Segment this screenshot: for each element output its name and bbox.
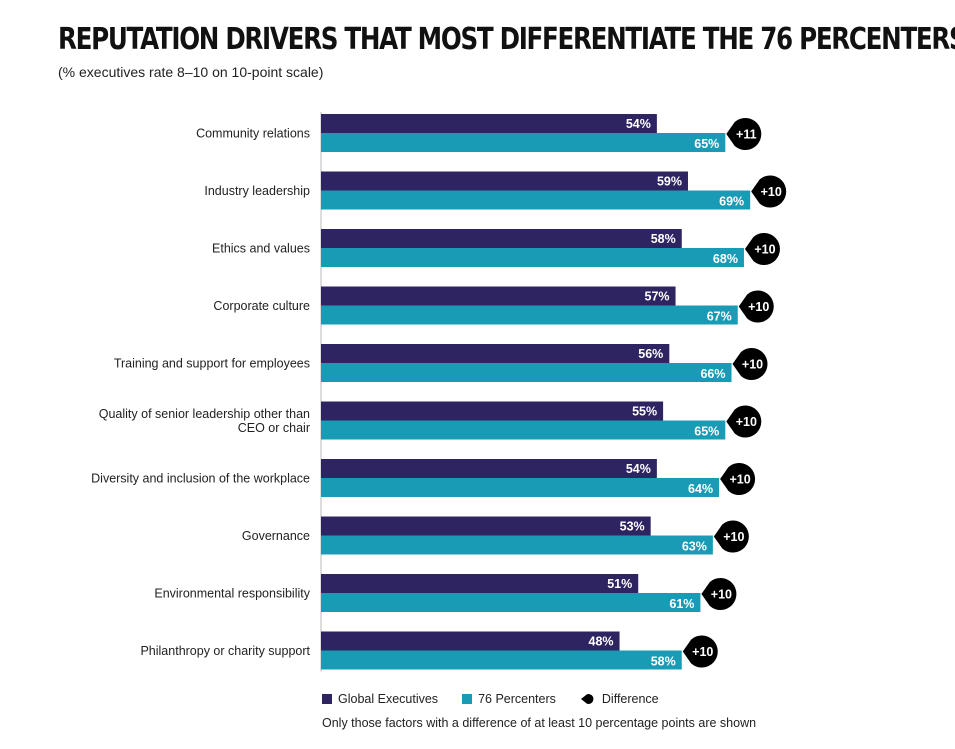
difference-label: +10 <box>711 588 732 602</box>
difference-label: +10 <box>723 530 744 544</box>
category-label: Community relations <box>196 127 310 141</box>
bar-76-percenters <box>321 535 713 555</box>
difference-label: +10 <box>748 300 769 314</box>
chart-footnote: Only those factors with a difference of … <box>322 716 757 730</box>
difference-marker <box>738 290 774 323</box>
legend-label-percenters: 76 Percenters <box>478 692 556 706</box>
difference-marker <box>720 463 756 495</box>
difference-label: +10 <box>692 645 713 659</box>
legend-item-percenters: 76 Percenters <box>462 692 556 706</box>
difference-label: +10 <box>742 358 763 372</box>
bar-76-percenters <box>321 248 744 267</box>
difference-marker <box>732 347 768 380</box>
bar-chart: Community relations 54% 65% +11 Industry lea… <box>91 112 787 672</box>
bar-76-percenters <box>321 478 720 497</box>
difference-marker <box>726 118 762 150</box>
bar-76-percenters <box>321 420 726 440</box>
category-label: Ethics and values <box>212 242 310 256</box>
value-label-global: 48% <box>589 635 614 649</box>
difference-label: +10 <box>761 185 782 199</box>
value-label-global: 54% <box>626 117 651 131</box>
value-label-percenters: 69% <box>719 195 744 209</box>
value-label-percenters: 68% <box>713 252 738 266</box>
legend-swatch-global <box>322 694 332 704</box>
category-label: Philanthropy or charity support <box>140 644 310 658</box>
value-label-percenters: 61% <box>669 597 694 611</box>
category-label: Industry leadership <box>204 184 310 198</box>
value-label-global: 55% <box>632 405 657 419</box>
difference-label: +11 <box>736 128 757 142</box>
chart-legend: Global Executives 76 Percenters Differen… <box>322 692 683 706</box>
value-label-percenters: 64% <box>688 482 713 496</box>
bar-76-percenters <box>321 650 682 670</box>
value-label-global: 59% <box>657 175 682 189</box>
bar-global-executives <box>321 631 620 651</box>
bar-76-percenters <box>321 593 701 612</box>
value-label-percenters: 58% <box>651 655 676 669</box>
legend-item-global: Global Executives <box>322 692 438 706</box>
bar-global-executives <box>321 401 664 421</box>
value-label-percenters: 67% <box>707 310 732 324</box>
category-label: Quality of senior leadership other than C… <box>99 407 310 435</box>
bar-global-executives <box>321 516 651 536</box>
value-label-percenters: 65% <box>694 425 719 439</box>
bar-76-percenters <box>321 133 726 152</box>
value-label-global: 53% <box>620 520 645 534</box>
bar-global-executives <box>321 344 670 363</box>
difference-marker <box>751 175 787 208</box>
difference-marker-icon <box>580 694 594 704</box>
legend-label-global: Global Executives <box>338 692 439 706</box>
difference-label: +10 <box>729 473 750 487</box>
value-label-global: 51% <box>607 577 632 591</box>
category-label: Governance <box>242 529 310 543</box>
legend-swatch-percenters <box>462 694 473 704</box>
bar-global-executives <box>321 574 639 593</box>
difference-label: +10 <box>754 243 775 257</box>
legend-label-difference: Difference <box>601 692 659 706</box>
category-label: Environmental responsibility <box>154 587 310 601</box>
category-label: Diversity and inclusion of the workplace <box>91 472 310 486</box>
difference-marker <box>701 578 737 610</box>
chart-title: REPUTATION DRIVERS THAT MOST DIFFERENTIA… <box>58 22 955 57</box>
difference-marker <box>682 635 718 668</box>
bar-76-percenters <box>321 363 732 382</box>
bar-global-executives <box>321 286 676 306</box>
bar-global-executives <box>321 229 682 248</box>
difference-marker <box>744 233 780 265</box>
value-label-percenters: 66% <box>700 367 725 381</box>
difference-marker <box>726 405 762 438</box>
bar-76-percenters <box>321 190 751 210</box>
bar-76-percenters <box>321 305 738 325</box>
value-label-global: 58% <box>651 232 676 246</box>
bar-global-executives <box>321 114 657 133</box>
value-label-global: 57% <box>645 290 670 304</box>
value-label-percenters: 63% <box>682 540 707 554</box>
value-label-global: 56% <box>638 347 663 361</box>
chart-subtitle: (% executives rate 8–10 on 10-point scal… <box>58 64 324 80</box>
category-label: Corporate culture <box>213 299 310 313</box>
value-label-global: 54% <box>626 462 651 476</box>
difference-label: +10 <box>736 415 757 429</box>
bar-global-executives <box>321 459 657 478</box>
value-label-percenters: 65% <box>694 137 719 151</box>
bar-global-executives <box>321 171 688 191</box>
difference-marker <box>713 520 749 553</box>
legend-item-difference: Difference <box>580 692 659 706</box>
category-label: Training and support for employees <box>114 357 310 371</box>
